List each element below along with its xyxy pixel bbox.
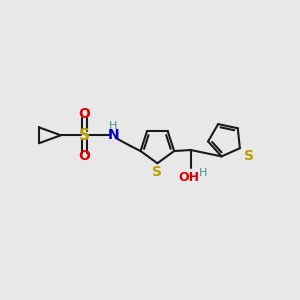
- Text: S: S: [79, 128, 90, 143]
- Text: S: S: [152, 165, 162, 179]
- Text: N: N: [107, 128, 119, 142]
- Text: H: H: [199, 168, 207, 178]
- Text: H: H: [109, 122, 117, 131]
- Text: O: O: [79, 149, 91, 164]
- Text: S: S: [244, 149, 254, 164]
- Text: OH: OH: [179, 171, 200, 184]
- Text: O: O: [79, 107, 91, 121]
